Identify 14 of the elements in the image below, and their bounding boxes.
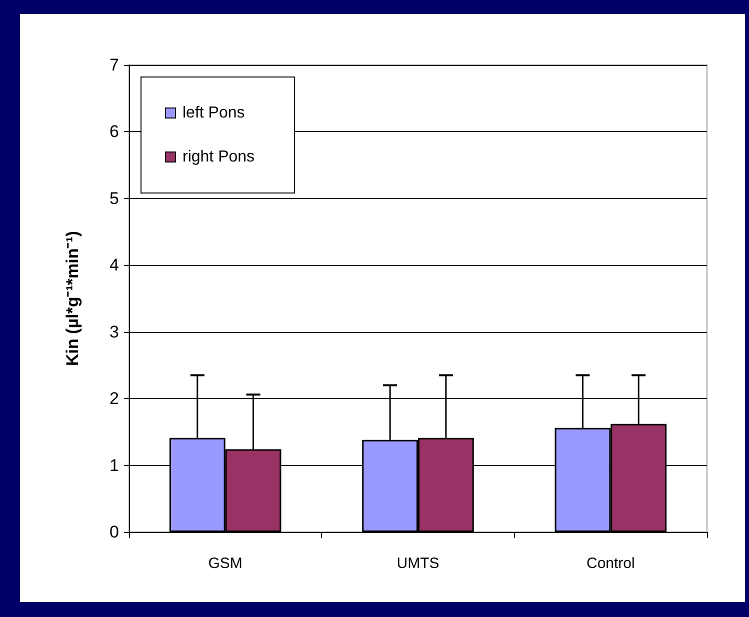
legend-label: left Pons <box>182 104 245 122</box>
y-tick-label: 7 <box>110 56 119 74</box>
y-tick-label: 2 <box>110 389 119 408</box>
x-tick-label: Control <box>586 555 635 572</box>
y-tick-label: 4 <box>110 256 119 275</box>
y-tick-label: 5 <box>110 188 119 208</box>
x-tick-label: UMTS <box>396 555 440 572</box>
y-tick-label: 3 <box>110 322 119 342</box>
y-tick-label: 6 <box>110 122 119 142</box>
x-tick-label: GSM <box>208 555 242 572</box>
y-axis-title: Kin (µl*g⁻¹*min⁻¹) <box>63 230 82 366</box>
legend-label: right Pons <box>182 148 255 166</box>
y-tick-label: 0 <box>110 522 119 542</box>
y-tick-label: 1 <box>110 456 119 475</box>
